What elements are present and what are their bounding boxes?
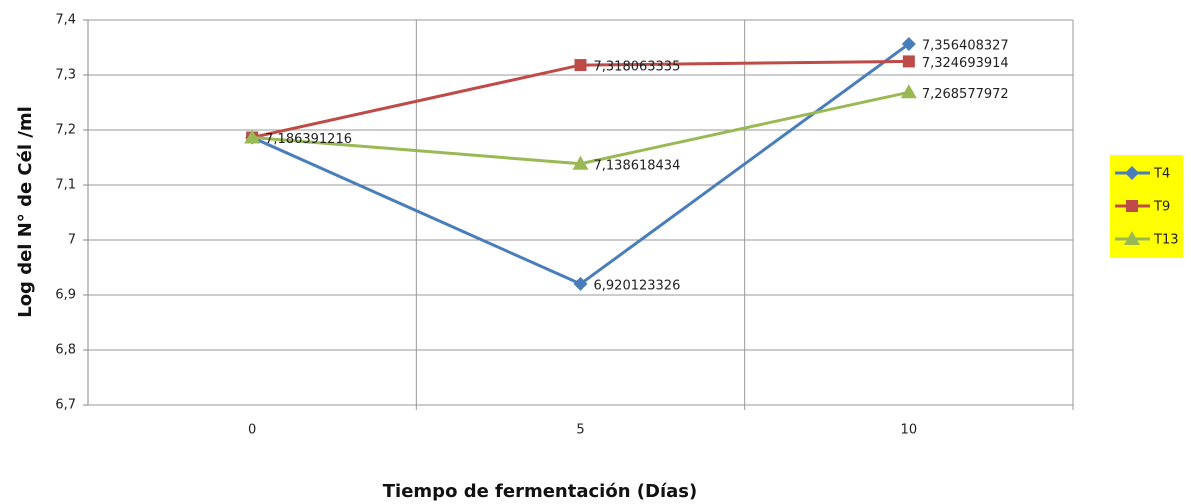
y-tick-label: 7,3 <box>55 68 76 83</box>
value-label: 7,138618434 <box>594 158 681 173</box>
y-tick-label: 7 <box>68 233 76 248</box>
x-tick-label: 5 <box>576 423 584 438</box>
value-label: 7,324693914 <box>922 56 1009 71</box>
legend-marker <box>1124 231 1140 245</box>
value-label: 6,920123326 <box>594 278 681 293</box>
value-label: 7,318063335 <box>594 60 681 75</box>
legend-marker <box>1125 166 1139 180</box>
point-marker <box>902 55 915 68</box>
y-tick-label: 7,2 <box>55 123 76 138</box>
series-line <box>252 90 910 166</box>
point-marker <box>574 59 587 72</box>
legend-label: T9 <box>1153 200 1170 215</box>
y-tick-label: 6,8 <box>55 343 76 358</box>
series-line <box>251 59 909 139</box>
x-tick-label: 10 <box>901 423 918 438</box>
point-marker <box>900 84 917 99</box>
value-label: 7,268577972 <box>922 87 1009 102</box>
point-marker <box>244 129 261 144</box>
y-tick-label: 7,1 <box>55 178 76 193</box>
legend-label: T13 <box>1153 233 1178 248</box>
legend-label: T4 <box>1153 167 1170 182</box>
point-marker <box>901 36 916 51</box>
y-tick-label: 6,7 <box>55 398 76 413</box>
x-axis-title: Tiempo de fermentación (Días) <box>383 481 697 502</box>
legend-marker <box>1126 200 1138 212</box>
y-axis-title: Log del N° de Cél /ml <box>15 106 36 318</box>
point-marker <box>573 276 588 291</box>
y-tick-label: 6,9 <box>55 288 76 303</box>
value-label: 7,186391216 <box>265 132 352 147</box>
value-label: 7,356408327 <box>922 38 1009 53</box>
point-marker <box>572 155 589 170</box>
x-tick-label: 0 <box>248 423 256 438</box>
y-tick-label: 7,4 <box>55 13 76 28</box>
